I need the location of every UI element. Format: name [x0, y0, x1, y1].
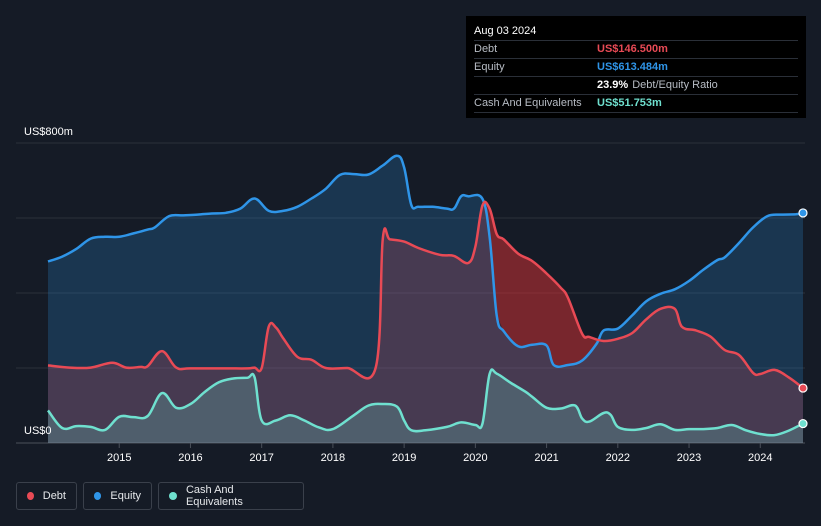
cash-and-equivalents-line	[47, 368, 804, 437]
debt-line	[47, 200, 804, 390]
debt-over-equity-area	[483, 205, 598, 365]
tooltip-row-debt: Debt US$146.500m	[474, 40, 798, 58]
tooltip-row-ratio: 23.9% Debt/Equity Ratio	[474, 76, 798, 94]
x-tick-label: 2017	[249, 452, 273, 464]
debt-dot-icon	[27, 492, 34, 500]
tooltip-row-equity: Equity US$613.484m	[474, 58, 798, 76]
legend-cash-label: Cash And Equivalents	[185, 484, 243, 508]
x-tick-label: 2016	[178, 452, 202, 464]
tooltip-equity-label: Equity	[474, 61, 505, 73]
equity-area	[48, 155, 803, 443]
x-tick-label: 2019	[392, 452, 416, 464]
x-tick-label: 2018	[321, 452, 345, 464]
grid-lines	[16, 142, 805, 444]
equity-dot-icon	[94, 492, 102, 500]
y-tick-label-max: US$800m	[24, 126, 73, 138]
data-tooltip: Aug 03 2024 Debt US$146.500m Equity US$6…	[466, 16, 806, 118]
chart-areas	[48, 155, 803, 443]
tooltip-debt-value: US$146.500m	[597, 43, 668, 55]
debt-area	[48, 201, 803, 443]
tooltip-date: Aug 03 2024	[474, 25, 537, 37]
x-tick-label: 2021	[534, 452, 558, 464]
legend-debt-label: Debt	[42, 490, 66, 502]
chart-lines	[47, 154, 804, 437]
legend-equity-label: Equity	[110, 490, 141, 502]
debt-end-point[interactable]	[798, 383, 808, 393]
tooltip-cash-value: US$51.753m	[597, 97, 662, 109]
tooltip-equity-value: US$613.484m	[597, 61, 668, 73]
x-tick-label: 2015	[107, 452, 131, 464]
tooltip-ratio-value: 23.9%	[597, 79, 629, 91]
x-tick-label: 2020	[463, 452, 487, 464]
x-tick-label: 2023	[677, 452, 701, 464]
equity-end-point[interactable]	[798, 208, 808, 218]
legend-item-equity[interactable]: Equity	[83, 482, 152, 510]
tooltip-ratio-label: Debt/Equity Ratio	[632, 79, 718, 91]
cash-and-equivalents-end-point[interactable]	[798, 418, 808, 429]
legend-item-debt[interactable]: Debt	[16, 482, 77, 510]
x-tick-label: 2024	[748, 452, 772, 464]
tooltip-row-cash: Cash And Equivalents US$51.753m	[474, 94, 798, 113]
equity-line	[47, 154, 804, 368]
x-axis-ticks: 2015 2016 2017 2018 2019 2020 2021 2022 2023 2024	[107, 443, 773, 464]
legend-item-cash[interactable]: Cash And Equivalents	[158, 482, 304, 510]
y-tick-label-zero: US$0	[24, 425, 52, 437]
cash-dot-icon	[169, 492, 177, 500]
series-endpoints	[798, 208, 808, 429]
tooltip-cash-label: Cash And Equivalents	[474, 97, 582, 109]
x-tick-label: 2022	[606, 452, 630, 464]
cash-and-equivalents-area	[48, 369, 803, 443]
tooltip-debt-label: Debt	[474, 43, 498, 55]
